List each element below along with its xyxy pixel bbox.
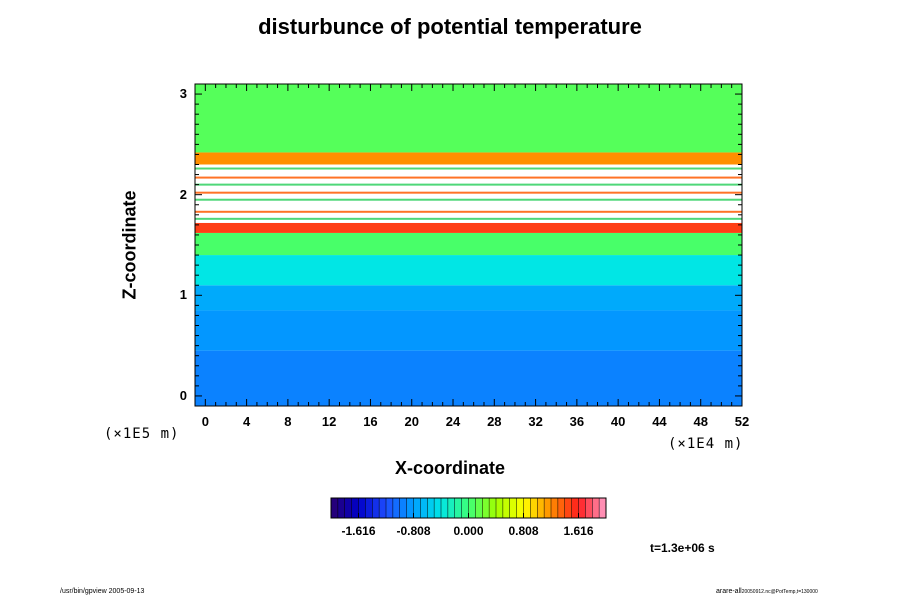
x-tick-label: 8 (284, 414, 292, 429)
x-tick-label: 12 (321, 414, 337, 429)
colorbar-swatch (523, 498, 531, 518)
x-tick-label: 28 (487, 414, 502, 429)
time-label: t=1.3e+06 s (650, 541, 715, 555)
colorbar-swatch (337, 498, 346, 518)
colorbar-swatch (496, 498, 504, 518)
colorbar-swatch (599, 498, 607, 518)
colorbar-swatch (516, 498, 524, 518)
y-tick-label: 3 (179, 86, 187, 102)
field-streak (195, 198, 742, 201)
x-tick-label: 48 (693, 414, 708, 429)
field-streak (195, 176, 742, 179)
colorbar-swatch (399, 498, 407, 518)
colorbar-swatch (392, 498, 401, 518)
footer-right: arare-all20050912.nc@PotTemp,t=130000 (716, 588, 818, 595)
footer-left: /usr/bin/gpview 2005-09-13 (60, 588, 145, 595)
colorbar (330, 497, 607, 519)
colorbar-swatch (372, 498, 380, 518)
colorbar-tick-label: 0.808 (508, 524, 539, 538)
y-axis-unit: (×1E5 m) (104, 426, 180, 442)
colorbar-swatch (358, 498, 366, 518)
colorbar-swatch (406, 498, 414, 518)
x-axis-label: X-coordinate (394, 458, 505, 478)
y-tick-label: 0 (179, 387, 187, 403)
field-streak (195, 167, 742, 170)
colorbar-swatch (482, 498, 490, 518)
colorbar-swatch (454, 498, 462, 518)
colorbar-swatch (344, 498, 352, 518)
x-tick-label: 32 (528, 414, 543, 429)
colorbar-swatch (351, 498, 359, 518)
footer-right-small: 20050912.nc@PotTemp,t=130000 (741, 589, 818, 595)
field-band (195, 164, 742, 223)
colorbar-swatch (413, 498, 421, 518)
colorbar-swatch (331, 498, 339, 518)
y-tick-label: 2 (179, 186, 187, 202)
field-streak (195, 183, 742, 186)
colorbar-swatch (544, 498, 552, 518)
axis-ticks (195, 83, 743, 406)
field-band (195, 350, 742, 406)
x-tick-label: 44 (652, 414, 667, 429)
field-band (195, 84, 742, 153)
colorbar-swatch (365, 498, 373, 518)
colorbar-tick-label: -1.616 (341, 524, 376, 538)
field-band (195, 222, 742, 233)
colorbar-swatch (551, 498, 559, 518)
field-streak (195, 191, 742, 194)
field-band (195, 310, 742, 351)
colorbar-swatch (489, 498, 497, 518)
colorbar-swatch (592, 498, 600, 518)
y-tick-label: 1 (179, 287, 187, 303)
field-streak (195, 210, 742, 213)
colorbar-swatch (530, 498, 538, 518)
colorbar-swatch (427, 498, 435, 518)
x-axis-unit: (×1E4 m) (668, 436, 744, 452)
colorbar-swatch (502, 498, 511, 518)
x-tick-label: 20 (404, 414, 419, 429)
colorbar-swatch (461, 498, 469, 518)
colorbar-swatch (379, 498, 387, 518)
colorbar-tick-label: -0.808 (396, 524, 431, 538)
colorbar-swatch (578, 498, 586, 518)
x-tick-label: 40 (610, 414, 626, 429)
colorbar-swatch (468, 498, 476, 518)
colorbar-swatch (585, 498, 593, 518)
x-tick-label: 36 (569, 414, 585, 429)
colorbar-swatch (386, 498, 394, 518)
colorbar-swatch (420, 498, 428, 518)
colorbar-swatch (557, 498, 566, 518)
colorbar-swatch (537, 498, 545, 518)
field-band (195, 232, 742, 256)
footer-right-main: arare-all (716, 588, 742, 595)
colorbar-swatch (509, 498, 517, 518)
colorbar-swatch (441, 498, 449, 518)
x-tick-label: 24 (445, 414, 461, 429)
field-streak (195, 217, 742, 220)
x-tick-label: 0 (201, 414, 209, 429)
colorbar-swatch (564, 498, 572, 518)
field-band (195, 255, 742, 286)
field-band (195, 152, 742, 165)
x-tick-label: 4 (242, 414, 251, 429)
x-tick-label: 16 (363, 414, 378, 429)
colorbar-swatch (434, 498, 442, 518)
x-tick-label: 52 (734, 414, 750, 429)
colorbar-tick-label: 0.000 (453, 524, 484, 538)
colorbar-swatch (475, 498, 483, 518)
field-band (195, 285, 742, 311)
colorbar-swatch (571, 498, 579, 518)
heatmap-field (195, 84, 742, 406)
chart-title: disturbunce of potential temperature (258, 14, 642, 39)
colorbar-swatch (447, 498, 456, 518)
colorbar-tick-label: 1.616 (563, 524, 594, 538)
